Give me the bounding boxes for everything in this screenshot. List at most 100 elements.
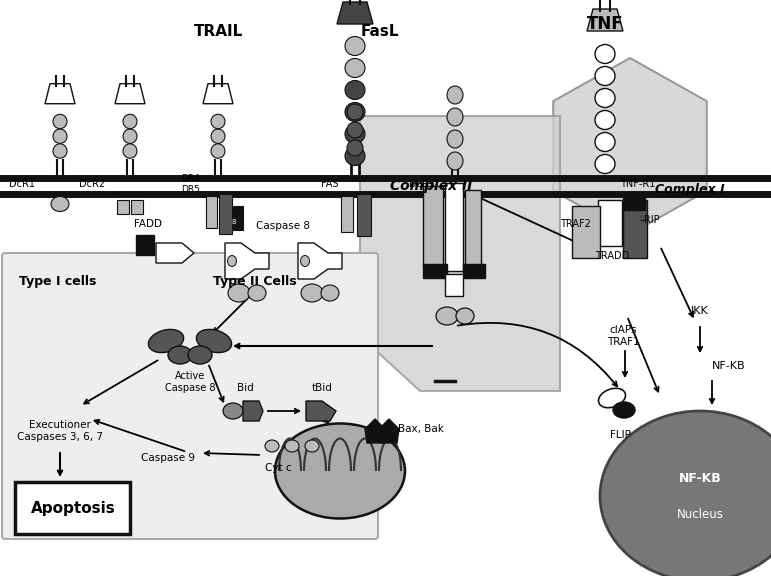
Polygon shape [243,401,263,421]
Ellipse shape [123,129,137,143]
Polygon shape [360,116,560,391]
Ellipse shape [197,329,231,353]
Bar [341,196,353,232]
Text: TNF-R1: TNF-R1 [620,179,655,189]
Ellipse shape [345,146,365,165]
Bar [598,200,622,246]
Text: Executioner
Caspases 3, 6, 7: Executioner Caspases 3, 6, 7 [17,420,103,442]
Ellipse shape [347,140,363,156]
Ellipse shape [53,144,67,158]
Bar [357,194,371,236]
Text: Caspase 9: Caspase 9 [141,453,195,463]
Ellipse shape [168,346,192,364]
Ellipse shape [148,329,183,353]
Text: cIAPs
TRAF1: cIAPs TRAF1 [607,325,639,347]
Ellipse shape [595,89,615,108]
Ellipse shape [595,132,615,151]
Ellipse shape [347,104,363,120]
Bar [463,264,485,278]
Text: –RIP: –RIP [640,215,661,225]
Text: 8: 8 [232,219,236,225]
Text: Complex I: Complex I [655,184,725,196]
Text: Apoptosis: Apoptosis [31,501,116,516]
Text: IKK: IKK [691,306,709,316]
Text: Type II Cells: Type II Cells [214,275,297,287]
Polygon shape [298,243,342,279]
Bar [445,183,463,271]
Ellipse shape [53,129,67,143]
Bar [15,482,130,534]
Ellipse shape [321,285,339,301]
Text: DcR2: DcR2 [79,179,105,189]
Text: Type I cells: Type I cells [19,275,96,287]
Ellipse shape [595,111,615,130]
Bar [623,200,647,258]
Ellipse shape [248,285,266,301]
Ellipse shape [223,403,243,419]
FancyBboxPatch shape [2,253,378,539]
Polygon shape [156,243,194,263]
Ellipse shape [447,108,463,126]
Polygon shape [554,58,707,234]
Text: FLIP: FLIP [610,430,631,440]
Ellipse shape [275,423,405,518]
Text: Complex II: Complex II [390,179,473,193]
Ellipse shape [265,440,279,452]
Text: TNF: TNF [587,15,623,33]
Bar [423,264,447,278]
Ellipse shape [123,114,137,128]
Polygon shape [203,84,233,104]
Ellipse shape [211,114,225,128]
Bar [206,196,217,228]
Ellipse shape [595,154,615,173]
Ellipse shape [345,36,365,55]
Text: Bid: Bid [237,383,254,393]
Text: FADD: FADD [134,219,162,229]
Ellipse shape [301,284,323,302]
Bar [233,206,243,230]
Bar [219,194,232,234]
Ellipse shape [228,284,250,302]
Text: NF-KB: NF-KB [678,472,722,484]
Ellipse shape [447,86,463,104]
Ellipse shape [227,256,237,267]
Text: Cyt c: Cyt c [264,463,291,473]
Ellipse shape [211,144,225,158]
Ellipse shape [285,440,299,452]
Bar [117,200,129,214]
Ellipse shape [447,152,463,170]
Text: DR4
DR5: DR4 DR5 [181,175,200,194]
Text: TRAF2: TRAF2 [560,219,591,229]
Polygon shape [115,84,145,104]
Bar [465,190,481,266]
Bar [445,274,463,296]
Polygon shape [365,419,385,443]
Ellipse shape [123,144,137,158]
Ellipse shape [301,256,309,267]
Ellipse shape [456,308,474,324]
Ellipse shape [598,388,625,408]
Bar [572,206,600,258]
Text: TRADD: TRADD [595,251,629,261]
Polygon shape [337,2,373,24]
Ellipse shape [211,129,225,143]
Ellipse shape [347,122,363,138]
Ellipse shape [345,124,365,143]
Ellipse shape [600,411,771,576]
Polygon shape [225,243,269,279]
Bar [423,186,443,266]
Text: DcR3: DcR3 [409,179,435,189]
Polygon shape [45,84,75,104]
Text: TRAIL: TRAIL [194,24,243,39]
Ellipse shape [436,307,458,325]
Ellipse shape [188,346,212,364]
Bar [623,192,645,210]
Text: FasL: FasL [361,24,399,39]
Polygon shape [379,419,399,443]
Text: DcR1: DcR1 [9,179,35,189]
Polygon shape [306,401,336,421]
Text: tBid: tBid [311,383,332,393]
Ellipse shape [345,81,365,100]
Ellipse shape [53,114,67,128]
Ellipse shape [305,440,319,452]
